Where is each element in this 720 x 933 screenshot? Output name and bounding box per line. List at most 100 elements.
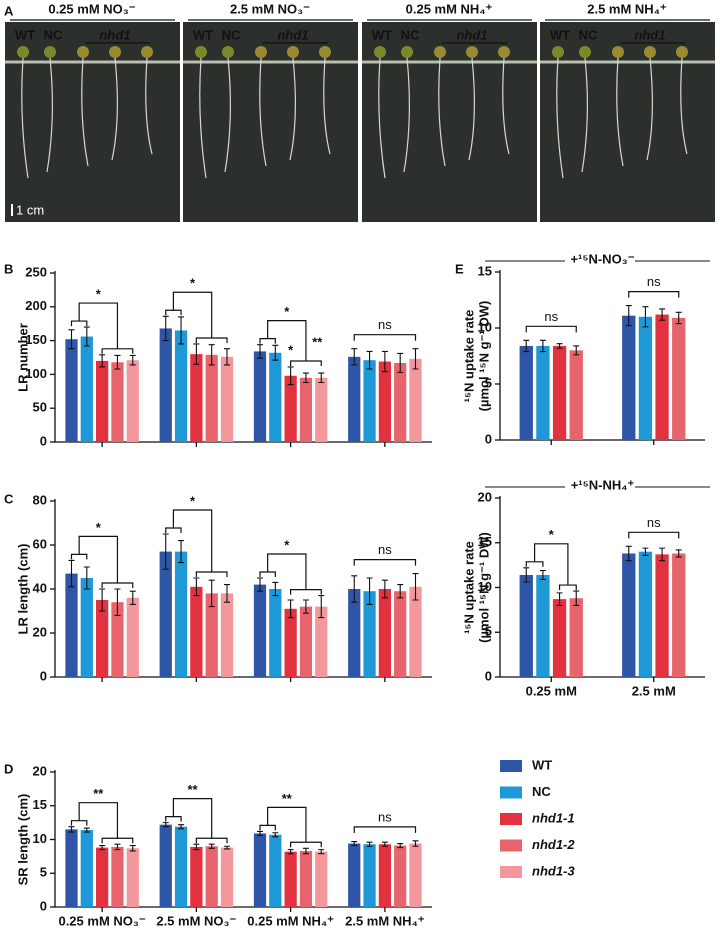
y-tick-label: 60: [33, 536, 47, 551]
seedling: [644, 46, 656, 58]
bar: [205, 354, 218, 442]
error-bar: [99, 354, 106, 368]
sig-bracket: [259, 806, 322, 848]
error-bar: [99, 588, 106, 612]
bar: [65, 829, 78, 907]
error-bar: [129, 845, 136, 852]
error-bar: [539, 339, 546, 353]
error-bar: [224, 584, 231, 603]
bar: [552, 599, 567, 677]
error-bar: [178, 540, 185, 564]
seedling: [319, 46, 331, 58]
root: [81, 57, 89, 167]
bar: [363, 360, 376, 442]
legend-swatch: [500, 786, 522, 799]
sig-label: *: [190, 493, 196, 508]
seedling: [434, 46, 446, 58]
error-bar: [256, 344, 263, 359]
sig-bracket: [165, 291, 228, 343]
root: [199, 57, 207, 179]
sig-bracket: [165, 798, 228, 844]
condition-label: 0.25 mM NO₃⁻: [48, 1, 135, 16]
sig-bracket: [628, 531, 680, 539]
error-bar: [659, 547, 666, 562]
error-bar: [625, 545, 632, 562]
sig-label: ns: [647, 515, 661, 530]
legend-label: nhd1-2: [532, 837, 575, 852]
bar: [95, 847, 109, 907]
scale-label: 1 cm: [16, 202, 44, 217]
error-bar: [556, 592, 563, 606]
y-tick-label: 15: [33, 797, 47, 812]
root: [259, 57, 267, 167]
genotype-label: NC: [222, 27, 241, 42]
panel-letter: A: [4, 3, 14, 18]
legend-swatch: [500, 866, 522, 878]
error-bar: [351, 575, 358, 603]
sig-bracket: [259, 553, 322, 595]
error-bar: [302, 599, 309, 614]
bar: [638, 551, 653, 677]
seedling: [77, 46, 89, 58]
bar: [315, 377, 328, 442]
error-bar: [68, 559, 75, 588]
y-tick-label: 0: [40, 898, 47, 913]
error-bar: [351, 348, 358, 366]
bar: [655, 314, 669, 440]
bar: [126, 360, 139, 442]
bar: [205, 593, 218, 677]
bar: [269, 834, 282, 907]
error-bar: [318, 595, 325, 619]
x-tick-label: 2.5 mM NH₄⁺: [345, 913, 425, 928]
bar: [378, 589, 392, 677]
seedling: [109, 46, 121, 58]
error-bar: [178, 316, 185, 345]
genotype-label: WT: [193, 27, 213, 42]
legend-label: WT: [532, 757, 552, 772]
sig-label: *: [284, 537, 290, 552]
condition-label: 0.25 mM NH₄⁺: [406, 1, 493, 16]
bar: [299, 850, 313, 907]
bar: [80, 578, 93, 677]
sig-bracket: [70, 302, 134, 354]
seedling: [17, 46, 29, 58]
error-bar: [625, 305, 632, 327]
bar: [95, 360, 109, 442]
root: [289, 57, 296, 161]
error-bar: [318, 849, 325, 855]
bar: [126, 848, 139, 907]
bar: [159, 824, 172, 907]
error-bar: [573, 345, 580, 356]
sig-label: *: [96, 520, 102, 535]
error-bar: [412, 840, 419, 847]
bar: [159, 328, 172, 442]
error-bar: [68, 826, 75, 833]
seedling: [466, 46, 478, 58]
root: [403, 57, 410, 173]
bar: [348, 589, 361, 677]
genotype-label: NC: [579, 27, 598, 42]
y-axis-label: SR length (cm): [15, 794, 30, 886]
bar: [348, 843, 361, 907]
error-bar: [287, 849, 294, 855]
root: [680, 57, 688, 155]
error-bar: [99, 845, 106, 851]
bar: [409, 358, 422, 442]
sig-label: ns: [378, 317, 392, 332]
bar: [253, 351, 267, 442]
error-bar: [397, 843, 404, 849]
y-tick-label: 10: [478, 319, 492, 334]
error-bar: [162, 822, 169, 828]
error-bar: [381, 350, 388, 373]
y-tick-label: 5: [485, 624, 492, 639]
bar: [111, 846, 124, 907]
sig-label: **: [93, 786, 104, 801]
genotype-label: WT: [372, 27, 392, 42]
bar: [363, 591, 376, 677]
sig-bracket: [353, 334, 417, 341]
bar: [378, 361, 392, 442]
bar: [174, 551, 188, 677]
legend-label: nhd1-1: [532, 810, 575, 825]
error-bar: [642, 306, 649, 328]
error-bar: [366, 350, 373, 370]
